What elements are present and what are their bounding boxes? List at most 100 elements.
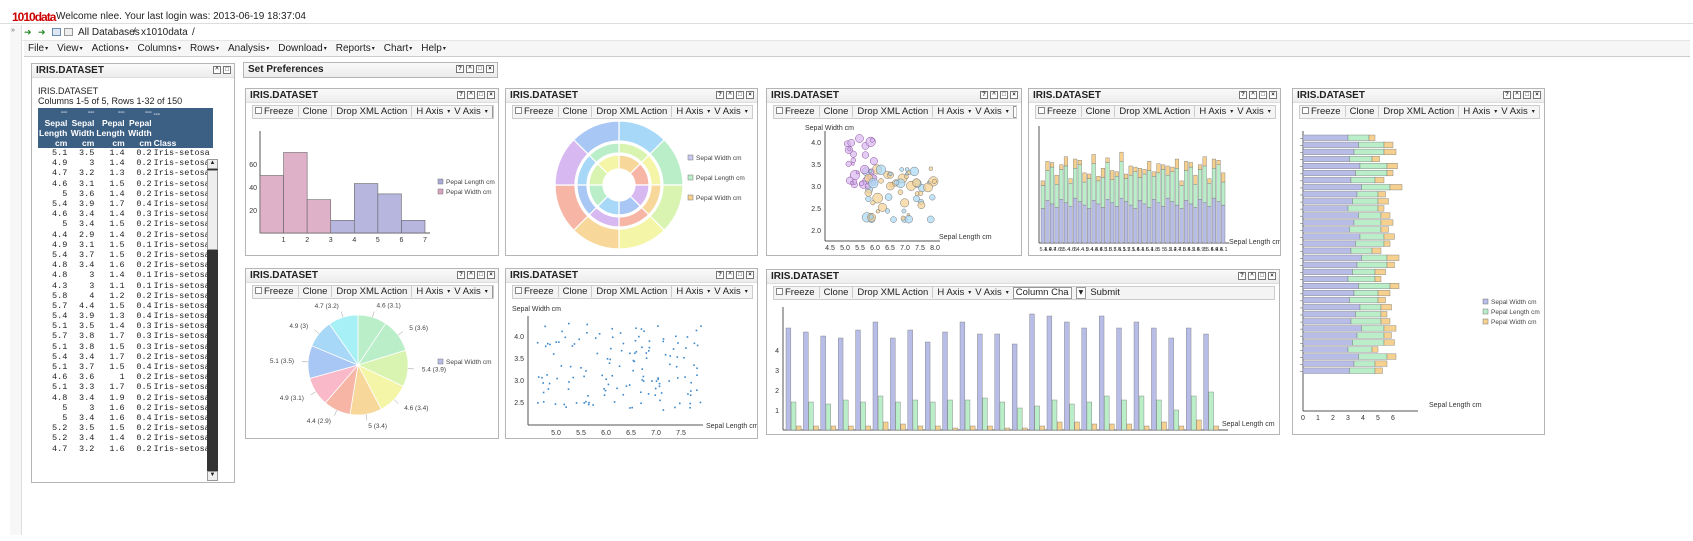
freeze-checkbox[interactable] — [1302, 107, 1309, 114]
freeze-checkbox[interactable] — [515, 107, 522, 114]
minimize-icon[interactable]: ^ — [1248, 272, 1256, 280]
restore-icon[interactable]: □ — [476, 65, 484, 73]
table-row[interactable]: 5 3.4 1.6 0.4 Iris-setosa — [38, 413, 213, 423]
table-cell[interactable]: 0.3 — [136, 341, 152, 352]
table-cell[interactable]: 1.6 — [109, 402, 125, 413]
table-row[interactable]: 5.1 3.5 1.4 0.2 Iris-setosa — [38, 148, 213, 158]
chart-type-dropdown-icon[interactable]: ▾ — [1075, 287, 1087, 299]
table-cell[interactable]: Iris-setosa — [153, 219, 210, 230]
table-cell[interactable]: 5 — [62, 402, 68, 413]
table-row[interactable]: 5.4 3.9 1.7 0.4 Iris-setosa — [38, 199, 213, 209]
chart-type-select[interactable]: Histogram — [491, 106, 493, 118]
h-axis-menu[interactable]: H Axis — [937, 106, 965, 117]
drop-xml-action-button[interactable]: Drop XML Action — [336, 106, 408, 117]
table-cell[interactable]: 0.2 — [136, 290, 152, 301]
table-cell[interactable]: Iris-setosa — [153, 311, 210, 322]
window-title-bar[interactable]: IRIS.DATASET ? ^ □ × — [767, 89, 1021, 103]
table-cell[interactable]: 4 — [89, 290, 95, 301]
restore-icon[interactable]: □ — [1259, 91, 1267, 99]
table-row[interactable]: 5.2 3.4 1.4 0.2 Iris-setosa — [38, 433, 213, 443]
restore-icon[interactable]: □ — [736, 271, 744, 279]
table-cell[interactable]: 0.2 — [136, 229, 152, 240]
close-icon[interactable]: × — [487, 271, 495, 279]
breadcrumb-all-databases[interactable]: All Databases — [78, 27, 140, 38]
v-axis-menu[interactable]: V Axis — [1501, 106, 1528, 117]
table-cell[interactable]: 0.2 — [136, 168, 152, 179]
table-cell[interactable]: 5 — [62, 412, 68, 423]
window-title-bar[interactable]: IRIS.DATASET ? ^ □ × — [506, 89, 757, 103]
table-row[interactable]: 5.4 3.9 1.3 0.4 Iris-setosa — [38, 311, 213, 321]
table-cell[interactable]: Iris-setosa — [153, 351, 210, 362]
table-cell[interactable]: Iris-setosa — [153, 412, 210, 423]
freeze-label[interactable]: Freeze — [1047, 106, 1077, 117]
table-cell[interactable]: Iris-setosa — [153, 392, 210, 403]
table-row[interactable]: 4.8 3.4 1.9 0.2 Iris-setosa — [38, 393, 213, 403]
freeze-checkbox[interactable] — [255, 287, 262, 294]
table-cell[interactable]: Iris-setosa — [153, 321, 210, 332]
table-cell[interactable]: 3.2 — [79, 443, 95, 454]
table-cell[interactable]: Iris-setosa — [153, 178, 210, 189]
table-cell[interactable]: 4.8 — [52, 260, 68, 271]
help-icon[interactable]: ? — [716, 271, 724, 279]
freeze-label[interactable]: Freeze — [524, 106, 554, 117]
table-cell[interactable]: 0.4 — [136, 199, 152, 210]
table-cell[interactable]: 4.9 — [52, 158, 68, 169]
freeze-checkbox[interactable] — [1038, 107, 1045, 114]
set-preferences-bar[interactable]: Set Preferences ? ^ □ × — [243, 62, 498, 78]
table-cell[interactable]: 1.5 — [109, 249, 125, 260]
table-cell[interactable]: 3 — [89, 158, 95, 169]
back-arrow-icon[interactable]: ➜ — [24, 27, 32, 37]
minimize-icon[interactable]: ^ — [466, 65, 474, 73]
table-row[interactable]: 4.7 3.2 1.6 0.2 Iris-setosa — [38, 443, 213, 454]
freeze-checkbox[interactable] — [776, 107, 783, 114]
help-icon[interactable]: ? — [1239, 91, 1247, 99]
forward-arrow-icon[interactable]: ➜ — [38, 27, 46, 37]
table-cell[interactable]: 4.6 — [52, 178, 68, 189]
table-cell[interactable]: Iris-setosa — [153, 372, 210, 383]
column-sort-icon[interactable]: ▫▫▫ — [145, 110, 152, 116]
table-cell[interactable]: Iris-setosa — [153, 209, 210, 220]
restore-icon[interactable]: □ — [1258, 272, 1266, 280]
table-cell[interactable]: 1.9 — [109, 392, 125, 403]
table-cell[interactable]: 3.8 — [79, 341, 95, 352]
table-cell[interactable]: 0.2 — [136, 260, 152, 271]
table-cell[interactable]: 1.6 — [109, 443, 125, 454]
table-cell[interactable]: 3.1 — [79, 178, 95, 189]
column-header[interactable]: ▫▫▫ Class — [153, 108, 213, 148]
table-cell[interactable]: 5.7 — [52, 300, 68, 311]
table-row[interactable]: 5.7 3.8 1.7 0.3 Iris-setosa — [38, 331, 213, 341]
table-cell[interactable]: 0.2 — [136, 178, 152, 189]
drop-xml-action-button[interactable]: Drop XML Action — [596, 106, 668, 117]
table-cell[interactable]: 0.3 — [136, 331, 152, 342]
minimize-icon[interactable]: ^ — [467, 271, 475, 279]
table-cell[interactable]: Iris-setosa — [153, 239, 210, 250]
minimize-icon[interactable]: ^ — [1513, 91, 1521, 99]
table-cell[interactable]: 3.5 — [79, 423, 95, 434]
table-row[interactable]: 4.9 3 1.4 0.2 Iris-setosa — [38, 158, 213, 168]
table-cell[interactable]: 3.2 — [79, 168, 95, 179]
table-cell[interactable]: Iris-setosa — [153, 249, 210, 260]
window-title-bar[interactable]: IRIS.DATASET ? ^ □ × — [1293, 89, 1544, 103]
table-cell[interactable]: 1.5 — [109, 178, 125, 189]
scroll-down-icon[interactable]: ▼ — [207, 471, 218, 481]
help-icon[interactable]: ? — [716, 91, 724, 99]
freeze-label[interactable]: Freeze — [785, 287, 815, 298]
restore-icon[interactable]: □ — [477, 91, 485, 99]
table-cell[interactable]: 1.4 — [109, 188, 125, 199]
table-cell[interactable]: 0.3 — [136, 321, 152, 332]
freeze-label[interactable]: Freeze — [264, 106, 294, 117]
h-axis-menu[interactable]: H Axis — [676, 106, 704, 117]
table-cell[interactable]: 1.4 — [109, 229, 125, 240]
table-cell[interactable]: 4.9 — [52, 239, 68, 250]
minimize-icon[interactable]: ^ — [726, 271, 734, 279]
table-cell[interactable]: Iris-setosa — [153, 402, 210, 413]
v-axis-menu[interactable]: V Axis — [454, 106, 481, 117]
table-cell[interactable]: 0.1 — [136, 270, 152, 281]
table-cell[interactable]: 2.9 — [79, 229, 95, 240]
v-axis-menu[interactable]: V Axis — [975, 287, 1002, 298]
table-cell[interactable]: 5.8 — [52, 290, 68, 301]
menu-reports[interactable]: Reports▾ — [336, 41, 375, 57]
table-cell[interactable]: 5.1 — [52, 321, 68, 332]
table-cell[interactable]: 0.2 — [136, 443, 152, 454]
table-cell[interactable]: 0.1 — [136, 280, 152, 291]
